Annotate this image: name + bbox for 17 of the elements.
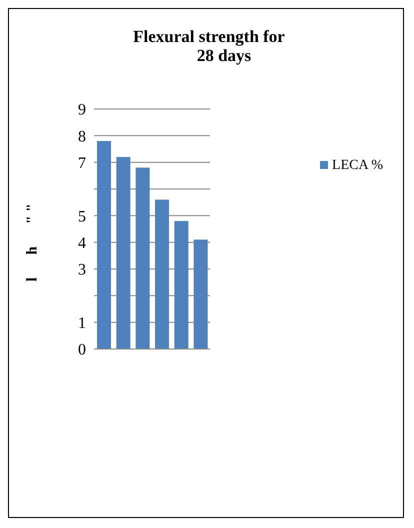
y-tick-label: 4 (78, 235, 86, 252)
bar (174, 221, 188, 349)
y-tick-label: 3 (78, 262, 86, 279)
chart-title: Flexural strength for 28 days (132, 27, 286, 65)
legend-label: LECA % (332, 158, 383, 173)
y-tick-label: 5 (78, 208, 86, 226)
bar (194, 240, 208, 349)
y-tick-label: 9 (78, 102, 86, 119)
y-tick-label: 1 (78, 315, 86, 332)
y-tick-label: 0 (78, 342, 86, 359)
y-axis-title: l h " " (24, 202, 42, 284)
bar (116, 157, 130, 349)
y-tick-label: 8 (78, 128, 86, 146)
bar (155, 200, 170, 349)
y-tick-label: 7 (78, 155, 86, 172)
bar (136, 168, 150, 349)
bar (97, 141, 111, 349)
